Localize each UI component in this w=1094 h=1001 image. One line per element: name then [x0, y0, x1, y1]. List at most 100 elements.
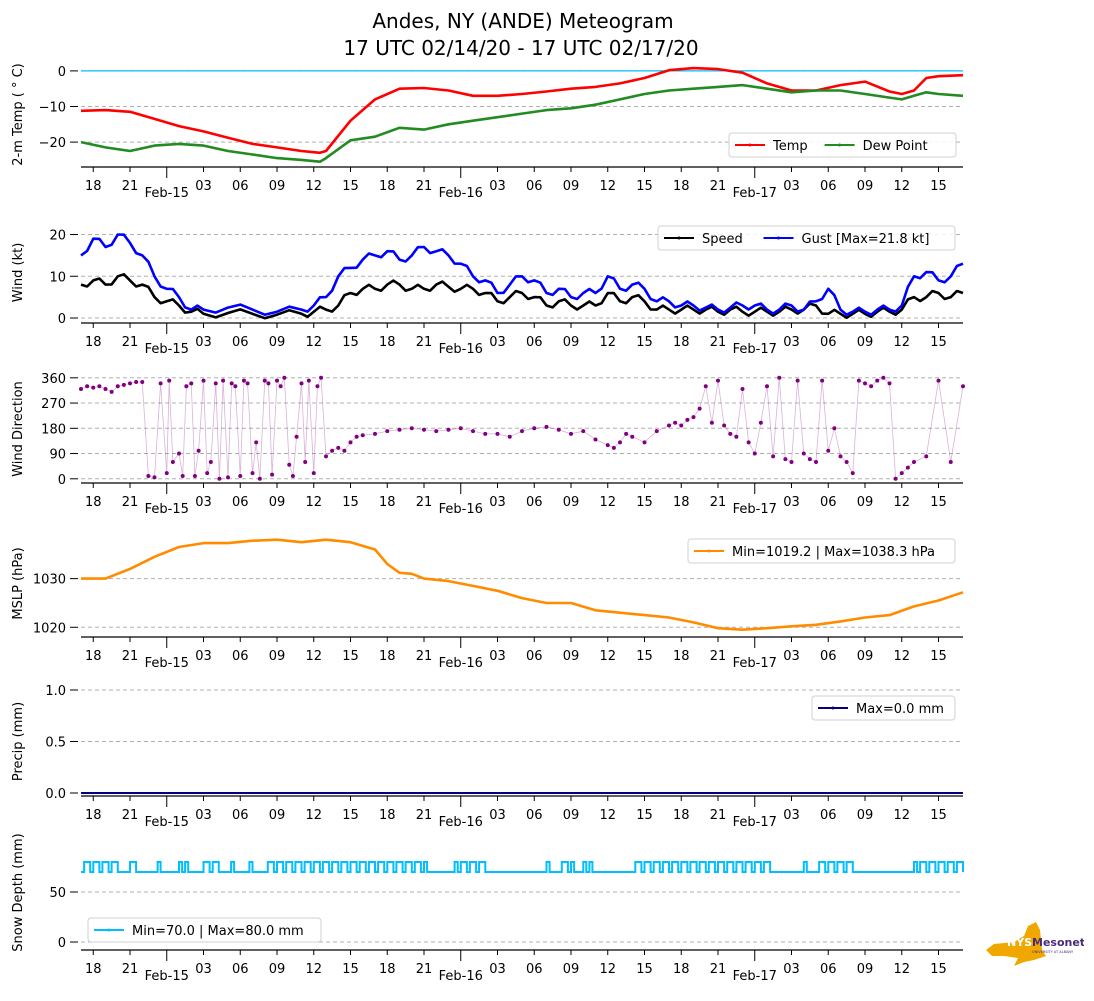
x-day-label: Feb-15 [145, 815, 189, 830]
data-point-wind-direction [233, 384, 238, 389]
data-point-wind-direction [611, 445, 616, 450]
x-day-label: Feb-17 [733, 656, 777, 671]
data-point-wind-direction [287, 462, 292, 467]
data-point-wind-direction [716, 378, 720, 383]
data-point-wind-direction [556, 427, 561, 432]
x-tick-label: 09 [269, 335, 286, 350]
y-axis-label: Precip (mm) [11, 702, 26, 781]
legend-marker [107, 928, 111, 932]
data-point-wind-direction [115, 384, 120, 389]
x-tick-label: 09 [563, 179, 580, 194]
data-point-wind-direction [121, 382, 126, 387]
data-point-wind-direction [777, 375, 782, 380]
data-point-wind-direction [184, 384, 189, 389]
series-line-gust-max-21-8-kt [80, 233, 964, 317]
legend-label: Temp [772, 139, 808, 154]
y-tick-label: 20 [49, 229, 66, 244]
x-tick-label: 12 [893, 495, 910, 510]
legend-marker [831, 706, 835, 710]
x-tick-label: 15 [342, 495, 359, 510]
logo-nys: NYS [1007, 936, 1032, 949]
x-tick-label: 09 [269, 808, 286, 823]
y-axis-label: Wind Direction [11, 381, 26, 477]
data-point-wind-direction [458, 426, 463, 431]
x-tick-label: 21 [416, 335, 433, 350]
y-tick-label: 0.5 [45, 736, 66, 751]
legend-label: Dew Point [863, 139, 928, 154]
x-day-label: Feb-15 [145, 502, 189, 517]
panel-precip: 0.0 0.5 1.0 Precip (mm) 18 21 03 06 09 12 15 18 21 03… [11, 684, 963, 830]
legend-marker [838, 143, 842, 147]
data-point-wind-direction [201, 378, 206, 383]
data-point-wind-direction [434, 429, 439, 434]
data-point-wind-direction [217, 476, 222, 481]
data-point-wind-direction [667, 423, 671, 428]
x-tick-label: 03 [489, 962, 506, 977]
data-point-wind-direction [397, 427, 402, 432]
x-tick-label: 06 [820, 495, 837, 510]
x-tick-label: 09 [857, 179, 874, 194]
data-point-wind-direction [801, 451, 806, 456]
y-tick-label: 50 [49, 886, 66, 901]
x-tick-label: 21 [710, 649, 727, 664]
y-tick-label: 0 [58, 936, 66, 951]
x-tick-label: 12 [893, 808, 910, 823]
x-tick-label: 18 [379, 649, 396, 664]
data-point-wind-direction [348, 440, 353, 445]
data-point-wind-direction [912, 459, 916, 464]
data-point-wind-direction [893, 476, 898, 481]
y-tick-label: −20 [39, 136, 66, 151]
x-tick-label: 03 [195, 808, 212, 823]
data-point-wind-direction [140, 380, 145, 385]
x-tick-label: 18 [673, 649, 690, 664]
x-tick-label: 21 [122, 808, 139, 823]
data-point-wind-direction [691, 415, 696, 420]
data-point-wind-direction [618, 440, 622, 445]
data-point-wind-direction [783, 457, 788, 462]
x-day-label: Feb-16 [439, 502, 483, 517]
x-tick-label: 09 [857, 808, 874, 823]
legend-marker [748, 143, 752, 147]
x-day-label: Feb-17 [733, 815, 777, 830]
x-tick-label: 09 [269, 649, 286, 664]
data-point-wind-direction [257, 476, 262, 481]
x-tick-label: 15 [342, 335, 359, 350]
data-point-wind-direction [324, 454, 328, 459]
data-point-wind-direction [97, 384, 102, 389]
data-point-wind-direction [722, 423, 727, 428]
data-point-wind-direction [826, 448, 831, 453]
legend-marker [777, 236, 780, 240]
x-day-label: Feb-16 [439, 342, 483, 357]
data-point-wind-direction [703, 384, 708, 389]
x-tick-label: 18 [379, 495, 396, 510]
data-point-wind-direction [170, 459, 175, 464]
x-tick-label: 18 [85, 808, 102, 823]
x-tick-label: 12 [893, 649, 910, 664]
x-tick-label: 21 [416, 808, 433, 823]
x-tick-label: 12 [305, 179, 322, 194]
x-tick-label: 06 [820, 335, 837, 350]
x-tick-label: 06 [232, 808, 249, 823]
data-point-wind-direction [899, 471, 904, 476]
x-tick-label: 21 [710, 808, 727, 823]
data-point-wind-direction [814, 459, 818, 464]
y-tick-label: 10 [49, 270, 66, 285]
data-point-wind-direction [654, 429, 659, 434]
x-day-label: Feb-15 [145, 186, 189, 201]
x-tick-label: 06 [232, 335, 249, 350]
data-point-wind-direction [875, 378, 880, 383]
x-day-label: Feb-16 [439, 815, 483, 830]
x-tick-label: 18 [379, 179, 396, 194]
x-tick-label: 15 [930, 649, 947, 664]
x-tick-label: 15 [342, 808, 359, 823]
x-tick-label: 12 [305, 962, 322, 977]
x-tick-label: 21 [416, 649, 433, 664]
x-tick-label: 03 [783, 495, 800, 510]
y-tick-label: 270 [41, 397, 66, 412]
series-line-snow-depth [81, 861, 964, 873]
data-point-wind-direction [795, 378, 800, 383]
x-tick-label: 18 [85, 335, 102, 350]
data-point-wind-direction [771, 454, 776, 459]
y-axis-label: Wind (kt) [11, 243, 26, 303]
x-tick-label: 21 [122, 495, 139, 510]
